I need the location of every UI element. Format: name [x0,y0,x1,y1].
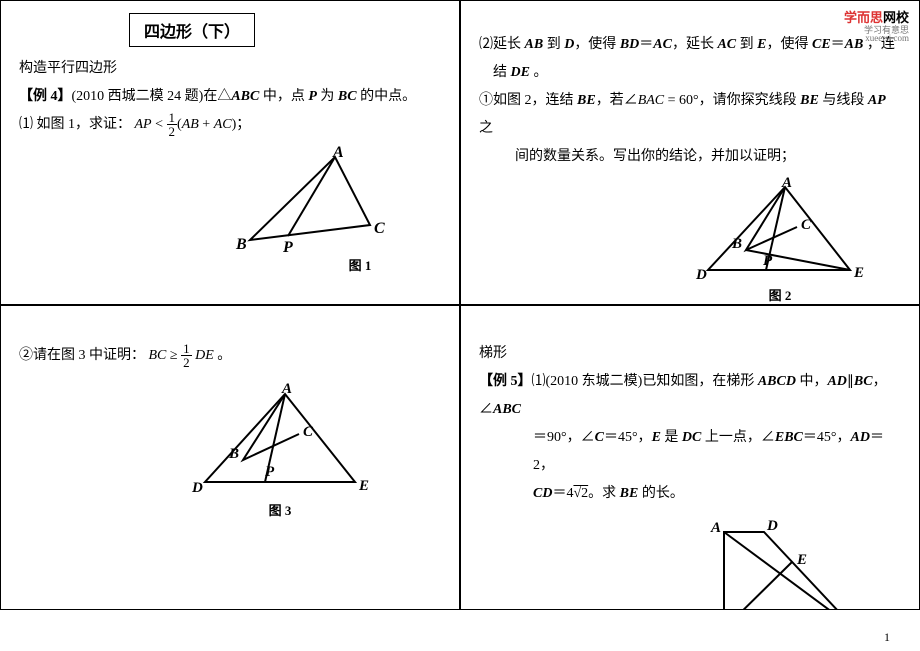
quadrant-3: ②请在图 3 中证明： BC ≥ 12 DE 。 A B C P D E 图 3 [0,305,460,610]
q2-line2: 结 DE 。 [479,59,901,87]
brand-logo: 学而思网校 学习有意思 xueersi.com [844,7,909,42]
fraction-half: 12 [167,111,178,138]
fig2-label: 图 2 [659,285,901,304]
q4-line2: ＝90°，∠C＝45°，E 是 DC 上一点，∠EBC＝45°，AD＝2， [479,424,901,480]
subtitle-trapezoid: 梯形 [479,340,901,368]
figure-4: A D E B C [669,514,901,610]
svg-text:B: B [731,236,742,252]
ex4-label: 【例 4】 [19,89,72,104]
svg-text:P: P [265,464,275,480]
svg-text:P: P [763,253,773,269]
quadrant-4: 梯形 【例 5】⑴(2010 东城二模)已知如图，在梯形 ABCD 中，AD∥B… [460,305,920,610]
q4-line1: 【例 5】⑴(2010 东城二模)已知如图，在梯形 ABCD 中，AD∥BC，∠… [479,368,901,424]
svg-text:A: A [281,381,292,397]
svg-text:C: C [303,424,314,440]
fraction-half-2: 12 [181,342,192,369]
q2-line1: ⑵延长 AB 到 D，使得 BD＝AC，延长 AC 到 E，使得 CE＝AB ，… [479,31,901,59]
ex5-label: 【例 5】 [479,374,532,389]
figure-1: A B C P 图 1 [189,145,441,274]
svg-text:P: P [282,239,293,255]
subtitle-1: 构造平行四边形 [19,55,441,83]
figure-2: A B C P D E 图 2 [659,175,901,304]
svg-text:D: D [766,518,778,534]
fig1-label: 图 1 [279,255,441,274]
svg-text:E: E [358,478,369,494]
example4-stem: 【例 4】(2010 西城二模 24 题)在△ABC 中，点 P 为 BC 的中… [19,83,441,111]
quadrant-2: 学而思网校 学习有意思 xueersi.com ⑵延长 AB 到 D，使得 BD… [460,0,920,305]
svg-text:A: A [781,175,792,191]
svg-text:B: B [228,446,239,462]
svg-text:E: E [796,552,807,568]
q1-part1: ⑴ 如图 1，求证： AP < 12(AB + AC)； [19,111,441,139]
svg-text:C: C [374,220,385,237]
svg-text:B: B [235,236,247,253]
svg-text:E: E [853,265,864,281]
figure-3: A B C P D E 图 3 [119,380,441,519]
fig3-label: 图 3 [119,500,441,519]
q3-line1: ②请在图 3 中证明： BC ≥ 12 DE 。 [19,342,441,370]
svg-text:C: C [801,217,812,233]
page-number: 1 [884,630,890,645]
quadrant-1: 四边形（下） 构造平行四边形 【例 4】(2010 西城二模 24 题)在△AB… [0,0,460,305]
q2-line4: 间的数量关系。写出你的结论，并加以证明； [479,143,901,171]
q2-line3: ①如图 2，连结 BE，若∠BAC = 60°，请你探究线段 BE 与线段 AP… [479,87,901,143]
svg-text:A: A [710,520,721,536]
svg-text:D: D [695,267,707,283]
svg-text:D: D [191,480,203,496]
q4-line3: CD＝4√2。求 BE 的长。 [479,480,901,508]
svg-text:A: A [332,145,344,161]
page-title: 四边形（下） [129,13,255,47]
